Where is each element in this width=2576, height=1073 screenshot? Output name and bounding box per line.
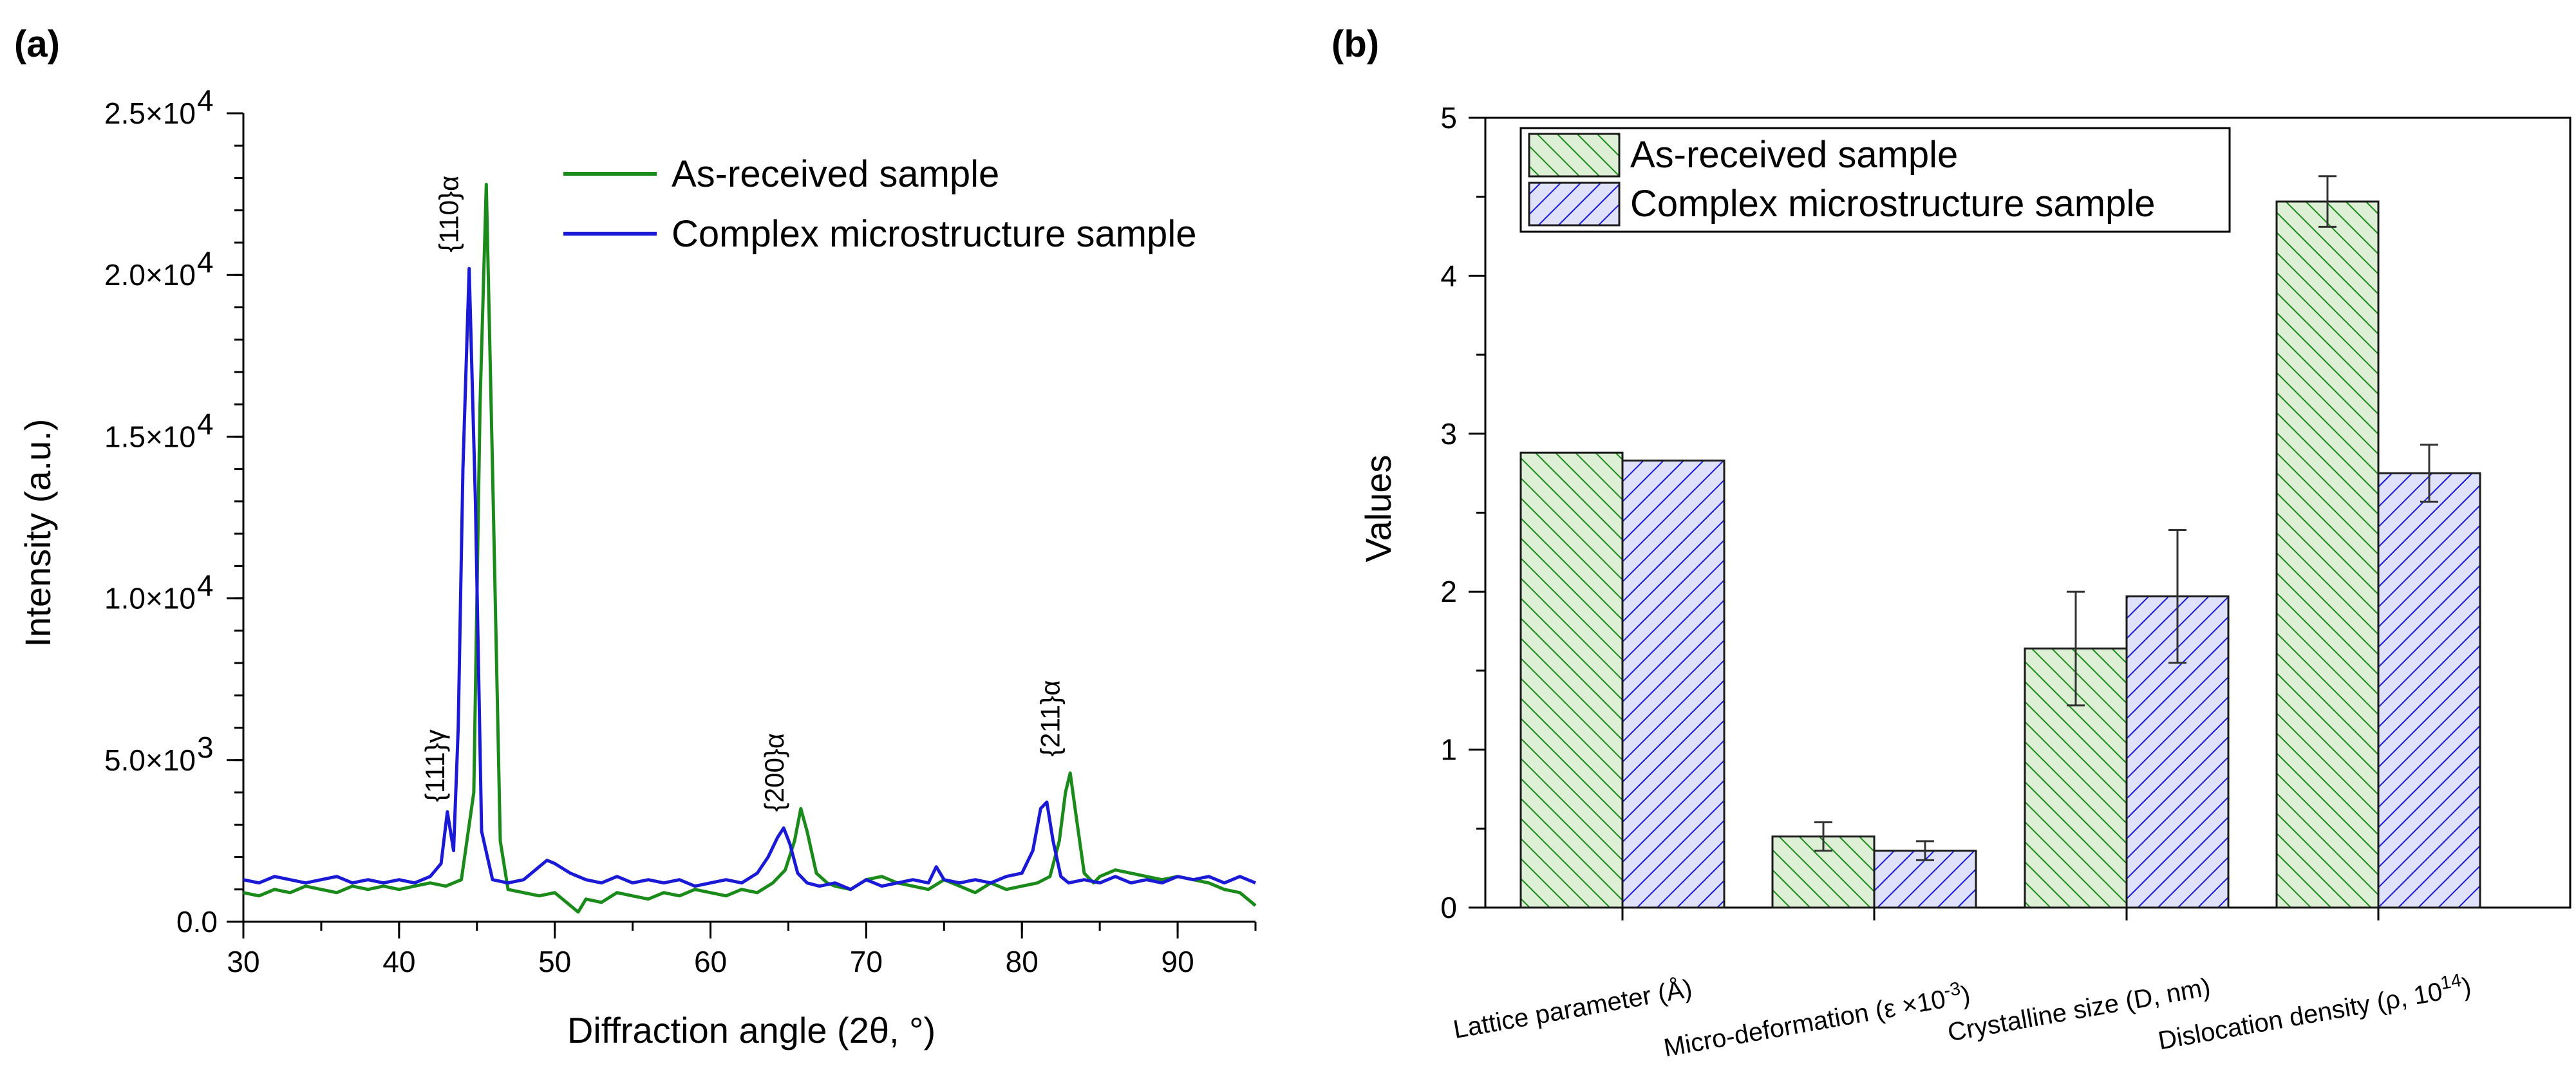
panel-b-y-tick-label: 5 bbox=[1440, 101, 1457, 135]
panel-b-legend: As-received sample Complex microstructur… bbox=[1519, 127, 2231, 233]
panel-b-y-tick-label: 1 bbox=[1440, 733, 1457, 767]
panel-a-y-tick-label: 5.0×10 bbox=[104, 743, 196, 777]
legend-label-as-received: As-received sample bbox=[1630, 134, 1958, 176]
panel-b-y-tick-label: 3 bbox=[1440, 417, 1457, 451]
legend-swatch-complex bbox=[1528, 182, 1621, 227]
panel-a-x-tick-label: 90 bbox=[1161, 945, 1194, 978]
panel-a-y-tick-exponent: 4 bbox=[197, 84, 214, 117]
panel-a-y-tick-label: 0.0 bbox=[176, 905, 218, 938]
series-line-complex bbox=[243, 266, 1256, 891]
panel-a-x-tick-label: 70 bbox=[850, 945, 883, 978]
peak-label: {200}α bbox=[759, 733, 789, 812]
panel-a-label: (a) bbox=[14, 23, 60, 65]
panel-b: (b) 0 1 2 3 4 5 Lattice parameter (Å)Micro-de… bbox=[1331, 23, 2571, 1063]
panel-b-y-tick-label: 4 bbox=[1440, 259, 1457, 292]
panel-a-y-tick-label: 1.0×10 bbox=[104, 582, 196, 615]
legend-swatch-as-received bbox=[1528, 133, 1621, 178]
panel-b-y-tick-label: 2 bbox=[1440, 575, 1457, 608]
bar-complex bbox=[2377, 472, 2481, 909]
panel-a-xlabel: Diffraction angle (2θ, °) bbox=[567, 1010, 935, 1050]
panel-b-category-labels: Lattice parameter (Å)Micro-deformation (… bbox=[1451, 970, 2474, 1063]
peak-label: {111}γ bbox=[420, 729, 450, 802]
panel-a-peak-labels: {111}γ {110}α {200}α {211}α bbox=[420, 176, 1065, 812]
category-label: Lattice parameter (Å) bbox=[1451, 974, 1695, 1045]
panel-a-x-tick-label: 30 bbox=[227, 945, 259, 978]
bar-as-received bbox=[1519, 451, 1624, 909]
legend-label-as-received: As-received sample bbox=[672, 153, 999, 195]
legend-label-complex: Complex microstructure sample bbox=[672, 213, 1196, 255]
bar-complex bbox=[1621, 460, 1725, 909]
panel-a-x-tick-label: 60 bbox=[694, 945, 727, 978]
bar-as-received bbox=[2275, 200, 2380, 909]
panel-a-y-tick-label: 2.0×10 bbox=[104, 258, 196, 292]
panel-a-legend: As-received sample Complex microstructur… bbox=[563, 153, 1196, 255]
panel-a-y-tick-exponent: 4 bbox=[197, 407, 214, 440]
panel-a-x-tick-label: 50 bbox=[538, 945, 571, 978]
panel-b-y-tick-label: 0 bbox=[1440, 891, 1457, 924]
panel-b-label: (b) bbox=[1331, 23, 1379, 65]
panel-b-bars bbox=[1519, 175, 2481, 920]
peak-label: {110}α bbox=[434, 176, 464, 252]
legend-box bbox=[1519, 127, 2231, 233]
series-line-as-received bbox=[243, 183, 1257, 914]
category-label: Micro-deformation (ε ×10-3) bbox=[1661, 977, 1973, 1063]
panel-a-ylabel: Intensity (a.u.) bbox=[17, 419, 58, 648]
panel-a: (a) 30 40 50 60 70 80 900.05.0×10 31.0×10 41.5×1… bbox=[14, 23, 1257, 1050]
legend-label-complex: Complex microstructure sample bbox=[1630, 183, 2155, 225]
panel-a-y-tick-exponent: 4 bbox=[197, 245, 214, 279]
panel-a-x-tick-label: 80 bbox=[1006, 945, 1039, 978]
panel-a-axes: 30 40 50 60 70 80 900.05.0×10 31.0×10 41.5×10 42.… bbox=[104, 84, 1257, 978]
panel-a-y-tick-exponent: 4 bbox=[197, 569, 214, 602]
panel-a-x-tick-label: 40 bbox=[382, 945, 415, 978]
panel-a-y-tick-label: 1.5×10 bbox=[104, 420, 196, 453]
panel-a-y-tick-exponent: 3 bbox=[197, 731, 214, 764]
panel-a-series bbox=[243, 183, 1257, 914]
panel-a-y-tick-label: 2.5×10 bbox=[104, 97, 196, 130]
peak-label: {211}α bbox=[1035, 680, 1065, 757]
panel-b-ylabel: Values bbox=[1358, 454, 1398, 562]
